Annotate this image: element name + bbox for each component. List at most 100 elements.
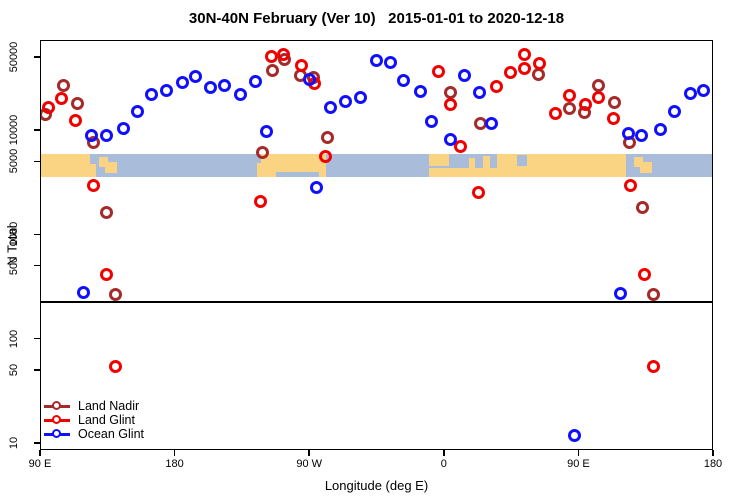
chart-title: 30N-40N February (Ver 10) 2015-01-01 to … (188, 10, 565, 27)
y-axis-tick (34, 337, 40, 340)
data-point-land-glint (432, 64, 446, 78)
data-point-land-nadir (70, 97, 84, 111)
y-axis-tick-label: 50000 (8, 41, 20, 73)
map-band-land (98, 156, 109, 167)
data-point-land-glint (319, 149, 333, 163)
legend-circle-icon (52, 415, 61, 424)
legend-item: Land Glint (44, 413, 144, 427)
data-point-land-glint (562, 89, 576, 103)
x-axis-tick-label: 90 E (567, 458, 590, 470)
y-axis-tick-label: 10 (8, 436, 20, 450)
data-point-land-glint (503, 66, 517, 80)
x-axis-tick-label: 180 (165, 458, 184, 470)
x-axis-tick-label: 90 E (28, 458, 52, 470)
map-band-ocean-patch (275, 172, 320, 178)
data-point-land-nadir (108, 287, 122, 301)
plot-area (40, 40, 713, 450)
data-point-land-glint (607, 111, 621, 125)
data-point-land-glint (579, 98, 593, 112)
data-point-land-glint (472, 186, 486, 200)
data-point-ocean-glint (189, 70, 203, 84)
y-axis-tick-label: 10000 (8, 114, 20, 146)
data-point-ocean-glint (353, 91, 367, 105)
legend-label: Land Nadir (78, 399, 140, 413)
y-axis-tick (34, 442, 40, 444)
data-point-land-nadir (266, 63, 280, 77)
data-point-ocean-glint (203, 80, 217, 94)
data-point-land-glint (277, 48, 291, 62)
data-point-land-glint (637, 268, 651, 282)
data-point-land-glint (264, 49, 278, 63)
data-point-ocean-glint (310, 180, 324, 194)
data-point-ocean-glint (425, 115, 439, 129)
data-point-ocean-glint (218, 79, 232, 93)
legend-marker-icon (44, 428, 70, 440)
map-band-land (41, 154, 91, 178)
data-point-land-glint (109, 360, 123, 374)
data-point-ocean-glint (370, 54, 384, 68)
legend-label: Land Glint (78, 413, 135, 427)
data-point-ocean-glint (175, 76, 189, 90)
data-point-ocean-glint (160, 83, 174, 97)
map-band-land (639, 162, 652, 173)
y-axis-tick-label: 100 (8, 329, 20, 348)
data-point-ocean-glint (77, 286, 91, 300)
data-point-ocean-glint (145, 88, 159, 102)
y-axis-tick-label: 5000 (8, 149, 20, 174)
data-point-land-nadir (256, 146, 270, 160)
data-point-ocean-glint (131, 105, 145, 119)
data-point-ocean-glint (233, 88, 247, 102)
data-point-ocean-glint (697, 83, 711, 97)
data-point-land-nadir (100, 205, 114, 219)
y-axis-tick (34, 56, 40, 58)
data-point-ocean-glint (303, 72, 317, 86)
x-axis-title: Longitude (deg E) (324, 478, 429, 493)
data-point-ocean-glint (567, 429, 581, 443)
x-axis-tick-label: 0 (440, 458, 447, 470)
y-axis-title: N Total (4, 225, 20, 266)
data-point-ocean-glint (622, 127, 636, 141)
data-point-ocean-glint (443, 133, 457, 147)
data-point-land-nadir (443, 85, 457, 99)
legend-circle-icon (52, 429, 61, 438)
data-point-ocean-glint (653, 122, 667, 136)
y-axis-tick (34, 233, 40, 236)
data-point-land-nadir (647, 288, 661, 302)
data-point-ocean-glint (99, 129, 113, 143)
map-band-ocean-patch (517, 155, 528, 166)
legend-item: Ocean Glint (44, 427, 144, 441)
map-band-land (429, 154, 449, 166)
map-band-land (497, 154, 626, 178)
data-point-ocean-glint (473, 86, 487, 100)
x-axis-tick-label: 180 (703, 458, 723, 470)
data-point-ocean-glint (484, 116, 498, 130)
data-point-land-glint (518, 61, 532, 75)
data-point-land-glint (533, 57, 547, 71)
x-axis-tick (39, 450, 41, 456)
legend-circle-icon (52, 401, 61, 410)
data-point-land-nadir (57, 78, 71, 92)
map-band-land (429, 167, 507, 178)
data-point-land-glint (254, 195, 268, 209)
data-point-ocean-glint (116, 122, 130, 136)
data-point-land-glint (86, 178, 100, 192)
legend-marker-icon (44, 400, 70, 412)
data-point-ocean-glint (338, 95, 352, 109)
map-band-land (260, 154, 326, 178)
data-point-land-nadir (636, 200, 650, 214)
data-point-land-nadir (562, 101, 576, 115)
x-axis-tick (173, 450, 176, 456)
y-axis-tick (34, 129, 40, 131)
data-point-land-glint (294, 58, 308, 72)
legend-marker-icon (44, 414, 70, 426)
x-axis-tick (443, 450, 445, 456)
legend: Land Nadir Land Glint Ocean Glint (44, 399, 144, 441)
data-point-ocean-glint (667, 104, 681, 118)
y-axis-tick (34, 264, 40, 267)
data-point-land-glint (453, 139, 467, 153)
y-axis-tick (34, 369, 40, 371)
y-axis-tick (34, 160, 40, 163)
y-axis-tick-label: 50 (8, 363, 20, 377)
data-point-land-glint (548, 107, 562, 121)
